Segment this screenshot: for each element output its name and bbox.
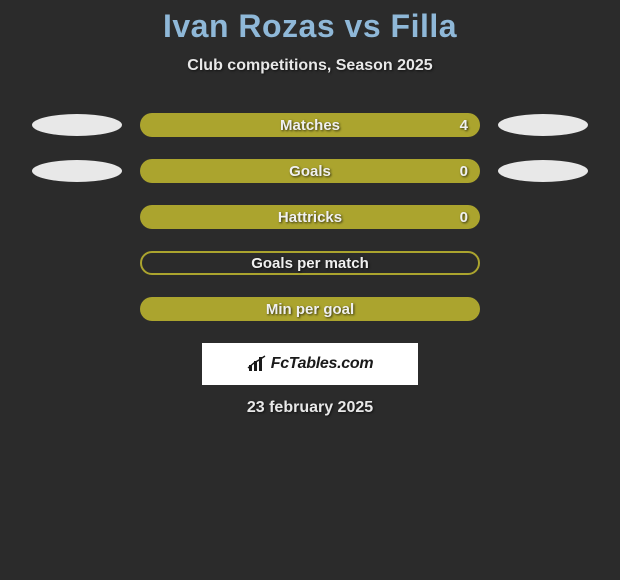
stat-label: Matches: [280, 117, 340, 134]
stat-value: 0: [460, 163, 468, 180]
player-right-ellipse: [498, 114, 588, 136]
stat-row: Hattricks 0: [0, 205, 620, 229]
stat-label: Min per goal: [266, 301, 354, 318]
stat-row: Goals 0: [0, 159, 620, 183]
stat-row: Min per goal: [0, 297, 620, 321]
stat-bar: Hattricks 0: [140, 205, 480, 229]
stat-bar: Matches 4: [140, 113, 480, 137]
stat-label: Goals per match: [251, 255, 369, 272]
page-title: Ivan Rozas vs Filla: [0, 8, 620, 45]
stat-bar: Goals per match: [140, 251, 480, 275]
stat-bar: Goals 0: [140, 159, 480, 183]
infographic-container: Ivan Rozas vs Filla Club competitions, S…: [0, 0, 620, 417]
date-text: 23 february 2025: [0, 399, 620, 417]
stat-label: Goals: [289, 163, 331, 180]
logo-text: FcTables.com: [271, 355, 374, 373]
stat-label: Hattricks: [278, 209, 342, 226]
logo-box: FcTables.com: [202, 343, 418, 385]
stat-rows: Matches 4 Goals 0 Hattricks 0 Goals per match M…: [0, 113, 620, 321]
stat-bar: Min per goal: [140, 297, 480, 321]
player-right-ellipse: [498, 160, 588, 182]
logo: FcTables.com: [247, 355, 374, 373]
stat-value: 4: [460, 117, 468, 134]
bar-chart-icon: [247, 355, 267, 373]
stat-row: Matches 4: [0, 113, 620, 137]
subtitle: Club competitions, Season 2025: [0, 57, 620, 75]
stat-row: Goals per match: [0, 251, 620, 275]
stat-value: 0: [460, 209, 468, 226]
player-left-ellipse: [32, 114, 122, 136]
player-left-ellipse: [32, 160, 122, 182]
